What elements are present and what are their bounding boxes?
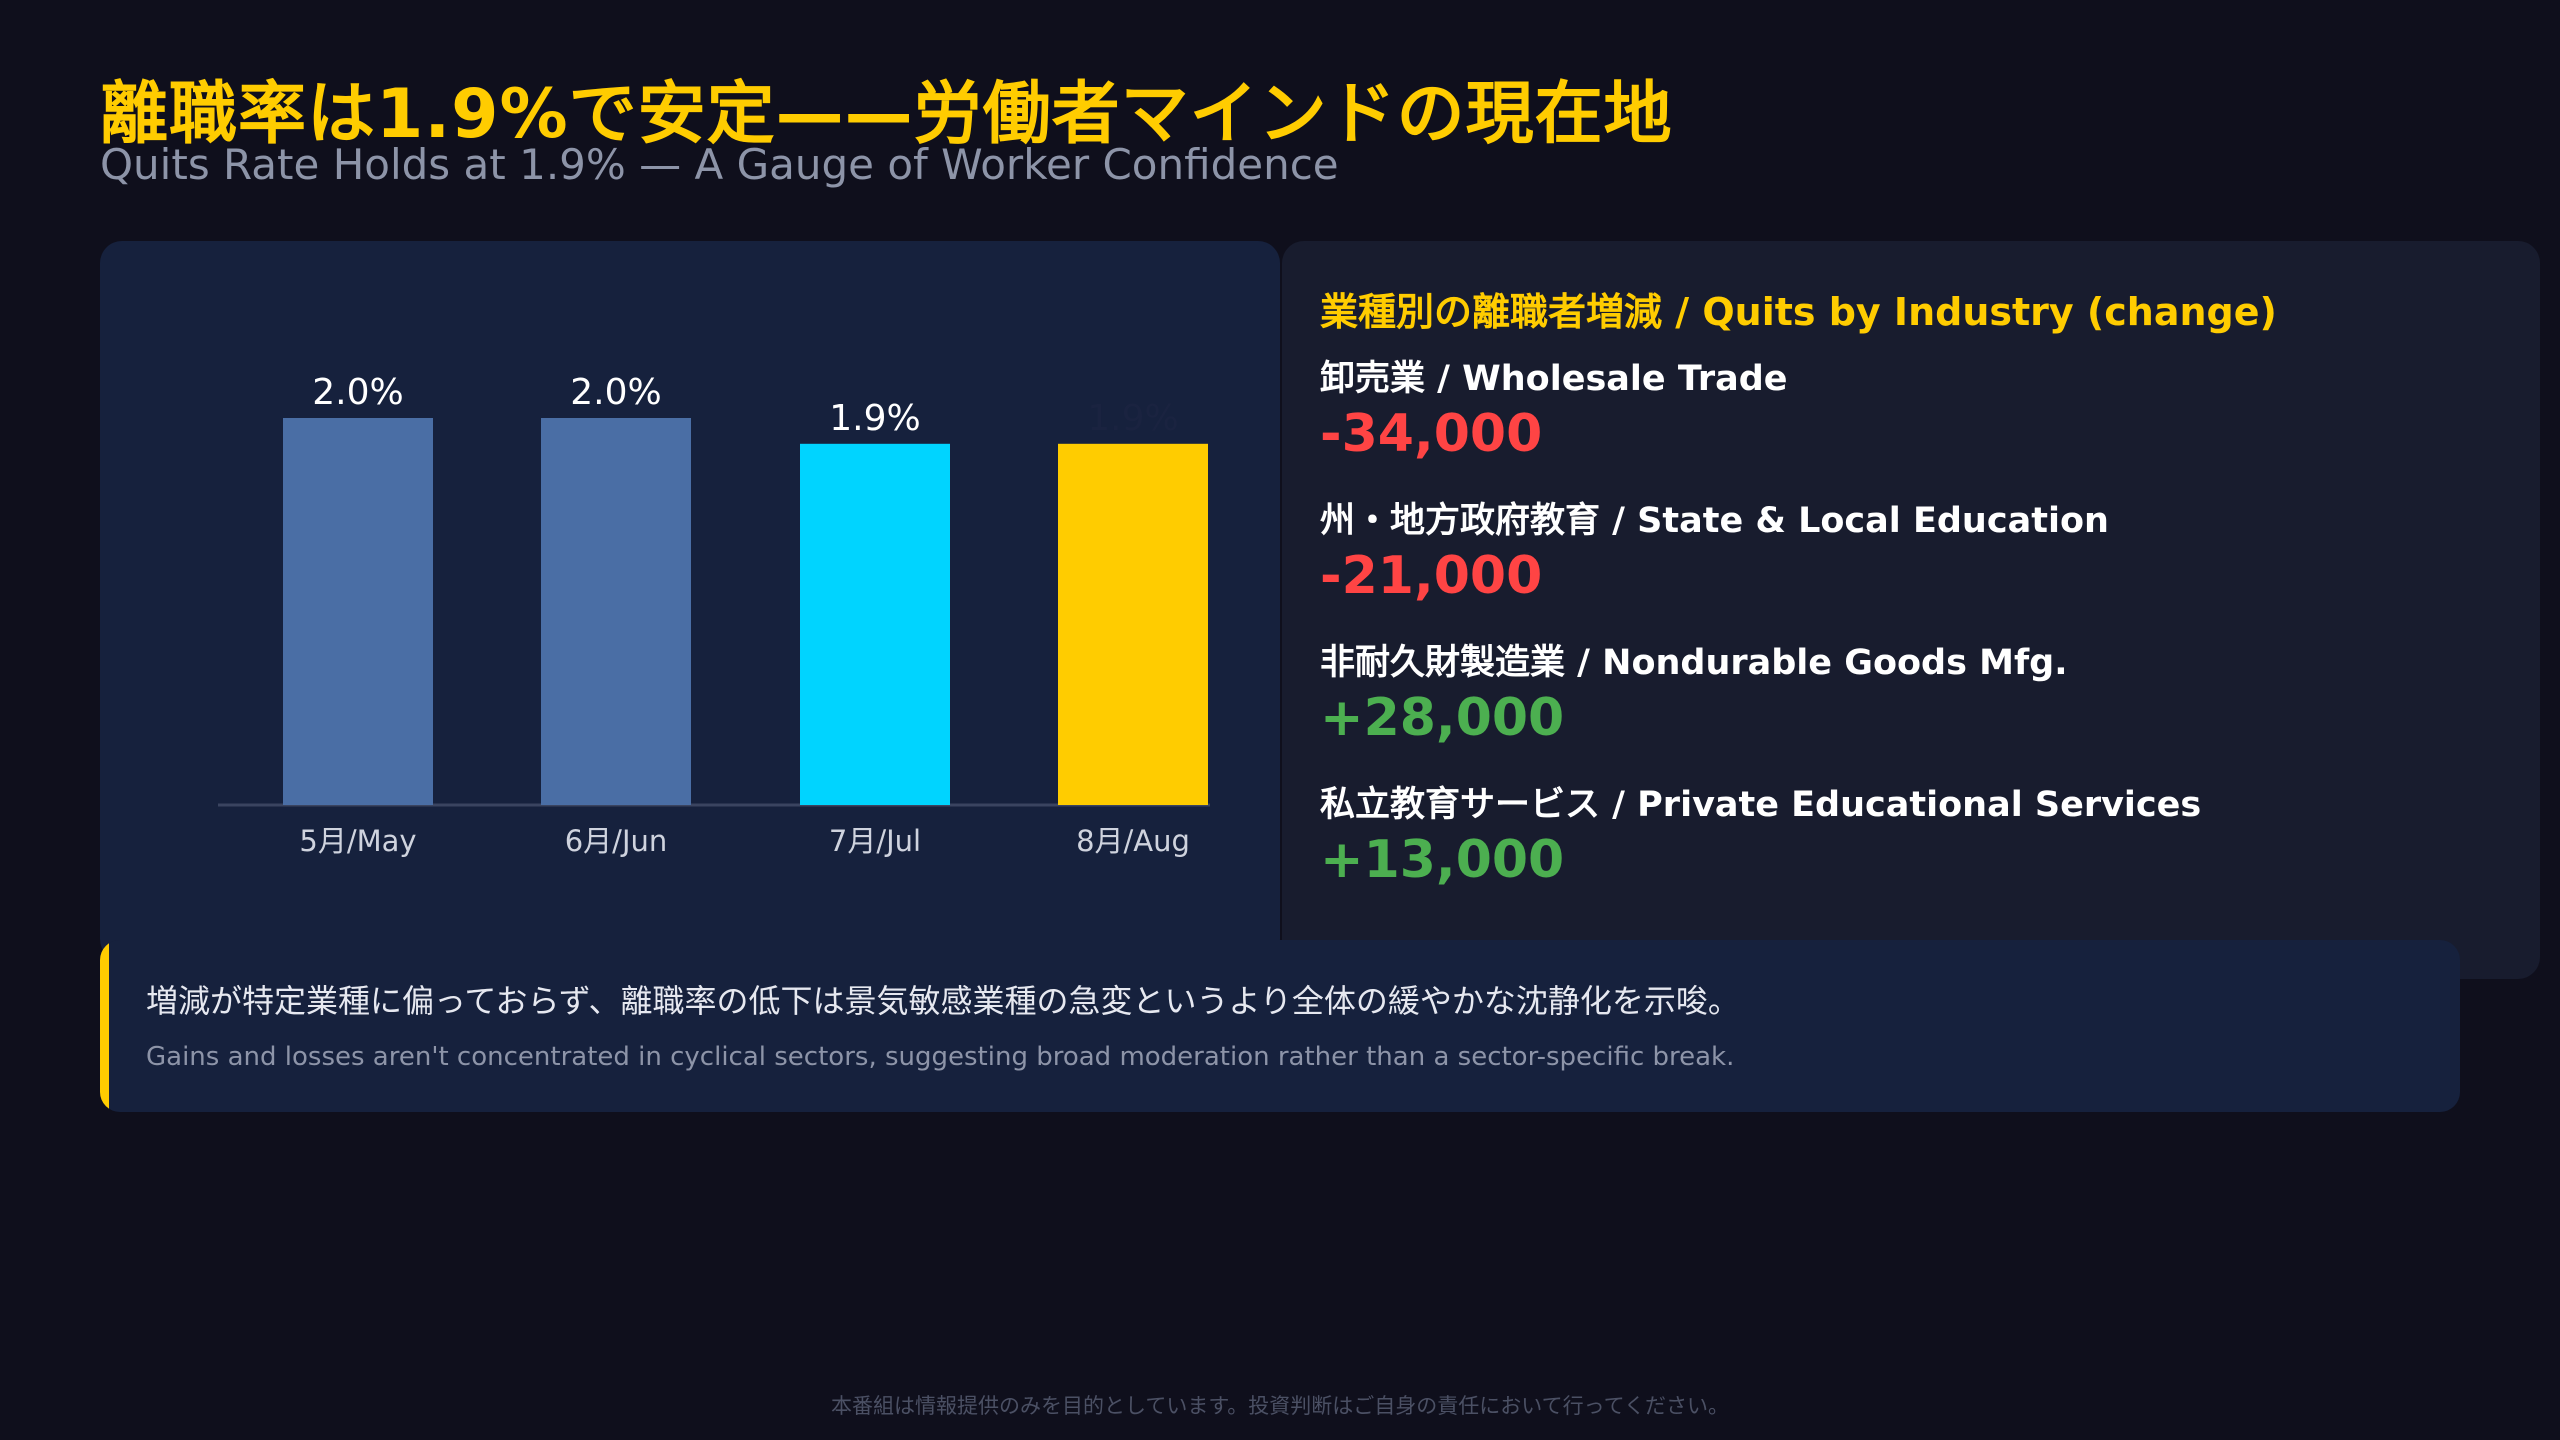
chart-card: 2.0% 5月/May 2.0% 6月/Jun 1.9% 7月/Jul 1.9% 8月/Aug bbox=[100, 241, 1280, 961]
industry-panel-title: 業種別の離職者増減 / Quits by Industry (change) bbox=[1320, 290, 2277, 334]
bar bbox=[541, 418, 691, 805]
note-accent-bar bbox=[100, 940, 109, 1112]
bar bbox=[283, 418, 433, 805]
industry-item-private-education: 私立教育サービス / Private Educational Services … bbox=[1320, 783, 2201, 893]
page-title: 離職率は1.9%で安定——労働者マインドの現在地 bbox=[100, 75, 1673, 154]
industry-panel: 業種別の離職者増減 / Quits by Industry (change) 卸… bbox=[1282, 241, 2540, 979]
page-subtitle: Quits Rate Holds at 1.9% — A Gauge of Wo… bbox=[100, 140, 1339, 189]
industry-name: 卸売業 / Wholesale Trade bbox=[1320, 359, 1788, 399]
note-text-en: Gains and losses aren't concentrated in … bbox=[146, 1042, 1735, 1072]
bar-value-label: 2.0% bbox=[570, 372, 661, 413]
industry-change-value: -34,000 bbox=[1320, 404, 1543, 464]
industry-name: 州・地方政府教育 / State & Local Education bbox=[1320, 501, 2109, 541]
bar-value-label: 2.0% bbox=[312, 372, 403, 413]
industry-name: 非耐久財製造業 / Nondurable Goods Mfg. bbox=[1320, 643, 2068, 683]
note-text-ja: 増減が特定業種に偏っておらず、離職率の低下は景気敏感業種の急変というより全体の緩… bbox=[146, 982, 1740, 1020]
bar-value-label: 1.9% bbox=[1087, 398, 1178, 439]
x-tick-label: 5月/May bbox=[299, 824, 416, 858]
industry-item-wholesale: 卸売業 / Wholesale Trade -34,000 bbox=[1320, 357, 1788, 467]
industry-change-value: +13,000 bbox=[1320, 830, 1565, 890]
x-tick-label: 8月/Aug bbox=[1076, 824, 1190, 858]
quits-rate-bar-chart: 2.0% 5月/May 2.0% 6月/Jun 1.9% 7月/Jul 1.9% 8月/Aug bbox=[218, 372, 1210, 858]
industry-item-nondurable-goods: 非耐久財製造業 / Nondurable Goods Mfg. +28,000 bbox=[1320, 641, 2068, 751]
x-tick-label: 6月/Jun bbox=[565, 824, 668, 858]
industry-change-value: +28,000 bbox=[1320, 688, 1565, 748]
disclaimer: 本番組は情報提供のみを目的としています。投資判断はご自身の責任において行ってくだ… bbox=[831, 1394, 1729, 1418]
bar bbox=[1058, 443, 1208, 805]
industry-name: 私立教育サービス / Private Educational Services bbox=[1320, 785, 2202, 825]
bar-value-label: 1.9% bbox=[829, 398, 920, 439]
bar bbox=[800, 443, 950, 805]
insight-note: 増減が特定業種に偏っておらず、離職率の低下は景気敏感業種の急変というより全体の緩… bbox=[100, 940, 2460, 1112]
industry-item-state-local-education: 州・地方政府教育 / State & Local Education -21,0… bbox=[1320, 499, 2109, 609]
industry-change-value: -21,000 bbox=[1320, 546, 1543, 606]
x-tick-label: 7月/Jul bbox=[829, 824, 921, 858]
